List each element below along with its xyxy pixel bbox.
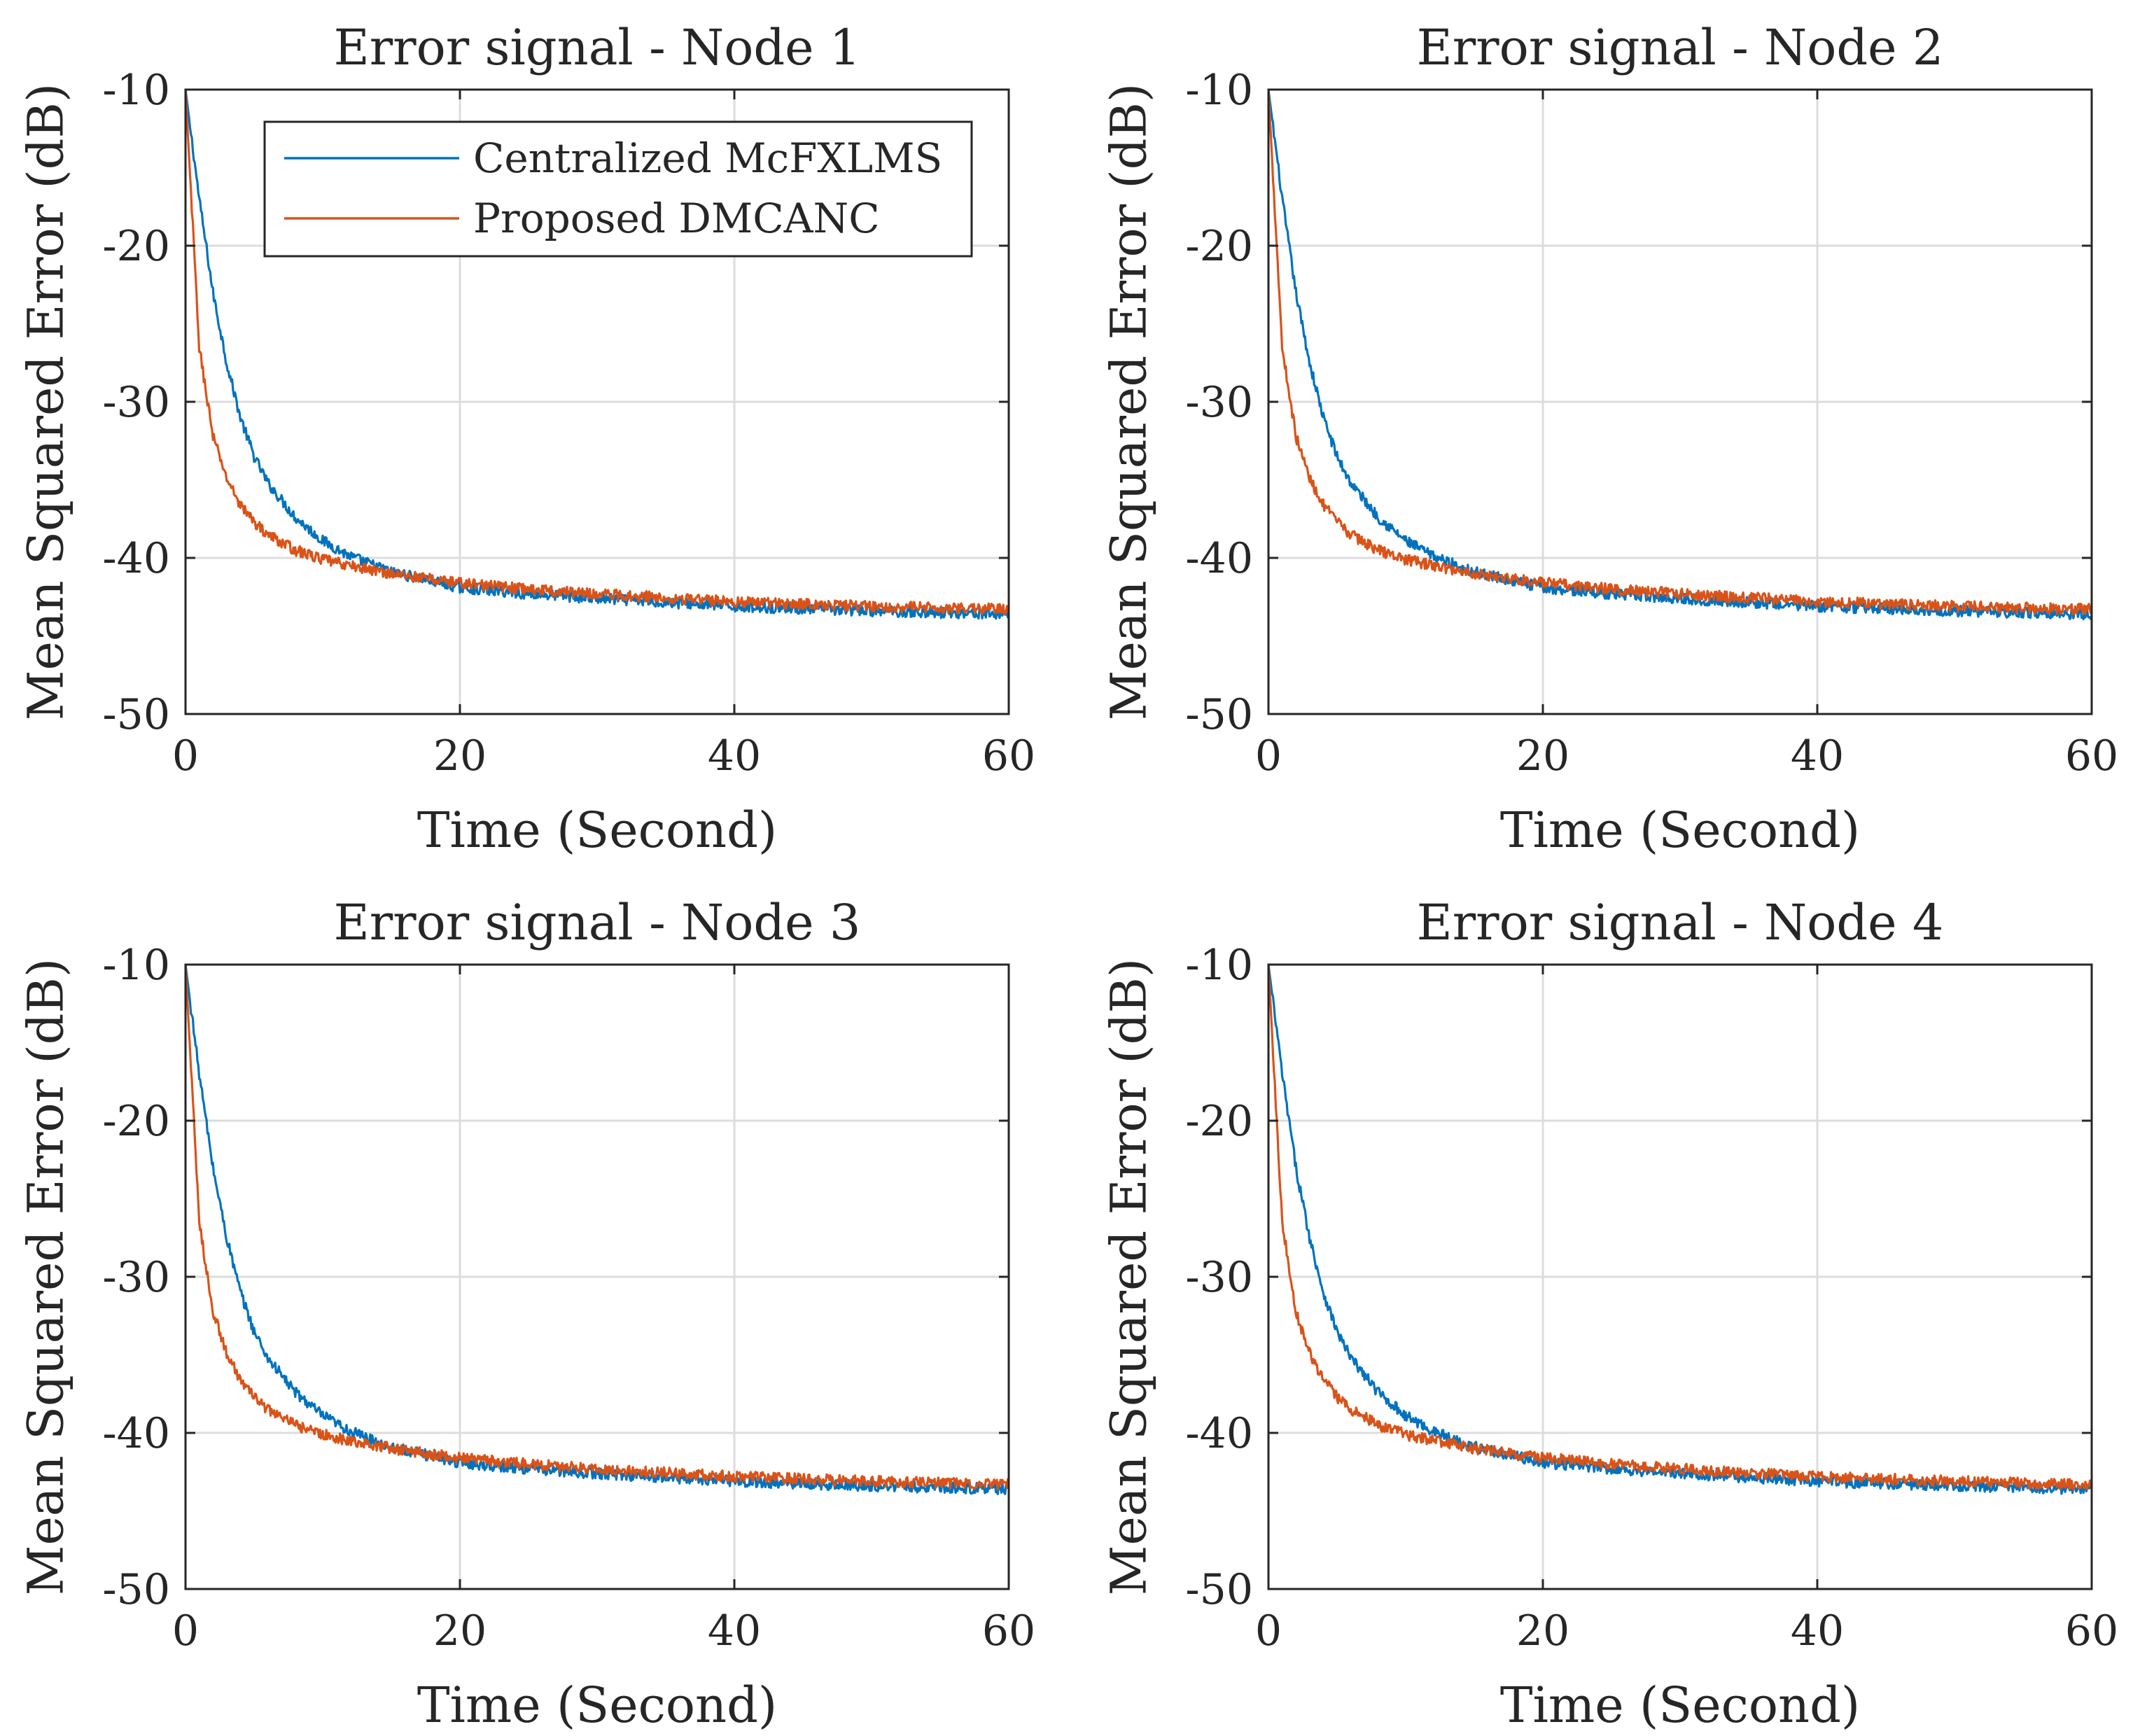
x-axis-label: Time (Second) xyxy=(417,802,777,859)
y-tick-label: -40 xyxy=(1185,534,1253,583)
x-tick-label: 60 xyxy=(982,1606,1035,1656)
y-tick-label: -30 xyxy=(102,1253,170,1302)
legend: Centralized McFXLMS Proposed DMCANC xyxy=(263,120,973,258)
x-axis-label: Time (Second) xyxy=(417,1676,777,1734)
y-tick-label: -20 xyxy=(102,222,170,271)
x-tick-label: 0 xyxy=(1255,732,1282,780)
x-tick-label: 20 xyxy=(433,732,487,780)
subplot-node-1: 0 20 40 60 -10 -20 -30 -40 -50 Error signal - Nod… xyxy=(18,19,1036,859)
chart-title: Error signal - Node 2 xyxy=(1417,19,1944,76)
series-line-proposed xyxy=(1268,90,2092,615)
chart-title: Error signal - Node 3 xyxy=(334,894,861,951)
x-tick-label: 40 xyxy=(1791,1606,1844,1656)
x-tick-label: 0 xyxy=(172,1606,199,1656)
x-tick-label: 40 xyxy=(708,732,761,780)
chart-title: Error signal - Node 1 xyxy=(334,19,861,76)
y-tick-label: -10 xyxy=(1185,941,1253,990)
y-axis-label: Mean Squared Error (dB) xyxy=(1100,958,1158,1595)
series-line-proposed xyxy=(186,965,1009,1490)
y-tick-label: -30 xyxy=(102,378,170,427)
x-tick-label: 20 xyxy=(1516,1606,1569,1656)
x-axis-label: Time (Second) xyxy=(1500,802,1860,859)
x-tick-label: 60 xyxy=(2065,1606,2118,1656)
x-tick-label: 0 xyxy=(1255,1606,1282,1656)
y-tick-label: -40 xyxy=(102,534,170,583)
y-tick-label: -40 xyxy=(1185,1409,1253,1458)
x-tick-label: 60 xyxy=(982,732,1035,780)
chart-title: Error signal - Node 4 xyxy=(1417,894,1944,951)
y-tick-label: -20 xyxy=(1185,1097,1253,1146)
legend-box xyxy=(263,120,973,258)
y-tick-label: -50 xyxy=(102,1565,170,1614)
y-axis-label: Mean Squared Error (dB) xyxy=(18,83,75,720)
legend-label: Centralized McFXLMS xyxy=(473,134,942,182)
x-tick-label: 0 xyxy=(172,732,199,780)
legend-label: Proposed DMCANC xyxy=(473,195,880,242)
y-tick-label: -20 xyxy=(1185,222,1253,271)
y-tick-label: -20 xyxy=(102,1097,170,1146)
series-line-proposed xyxy=(186,90,1009,616)
x-axis-label: Time (Second) xyxy=(1500,1676,1860,1734)
y-axis-label: Mean Squared Error (dB) xyxy=(18,958,75,1595)
x-tick-label: 20 xyxy=(1516,732,1569,780)
y-tick-label: -10 xyxy=(102,941,170,990)
y-tick-label: -10 xyxy=(102,66,170,115)
subplot-node-3: 0 20 40 60 -10 -20 -30 -40 -50 Error signal - Nod… xyxy=(18,894,1036,1734)
x-tick-label: 40 xyxy=(1791,732,1844,780)
y-tick-label: -50 xyxy=(102,690,170,739)
subplot-node-4: 0 20 40 60 -10 -20 -30 -40 -50 Error signal - Nod… xyxy=(1100,894,2119,1734)
y-tick-label: -50 xyxy=(1185,1565,1253,1614)
y-tick-label: -50 xyxy=(1185,690,1253,739)
series-line-proposed xyxy=(1268,965,2092,1491)
y-axis-label: Mean Squared Error (dB) xyxy=(1100,83,1158,720)
y-tick-label: -30 xyxy=(1185,378,1253,427)
subplot-node-2: 0 20 40 60 -10 -20 -30 -40 -50 Error signal - Nod… xyxy=(1100,19,2119,859)
x-tick-label: 60 xyxy=(2065,732,2118,780)
y-tick-label: -10 xyxy=(1185,66,1253,115)
x-tick-label: 40 xyxy=(708,1606,761,1656)
y-tick-label: -40 xyxy=(102,1409,170,1458)
x-tick-label: 20 xyxy=(433,1606,487,1656)
y-tick-label: -30 xyxy=(1185,1253,1253,1302)
